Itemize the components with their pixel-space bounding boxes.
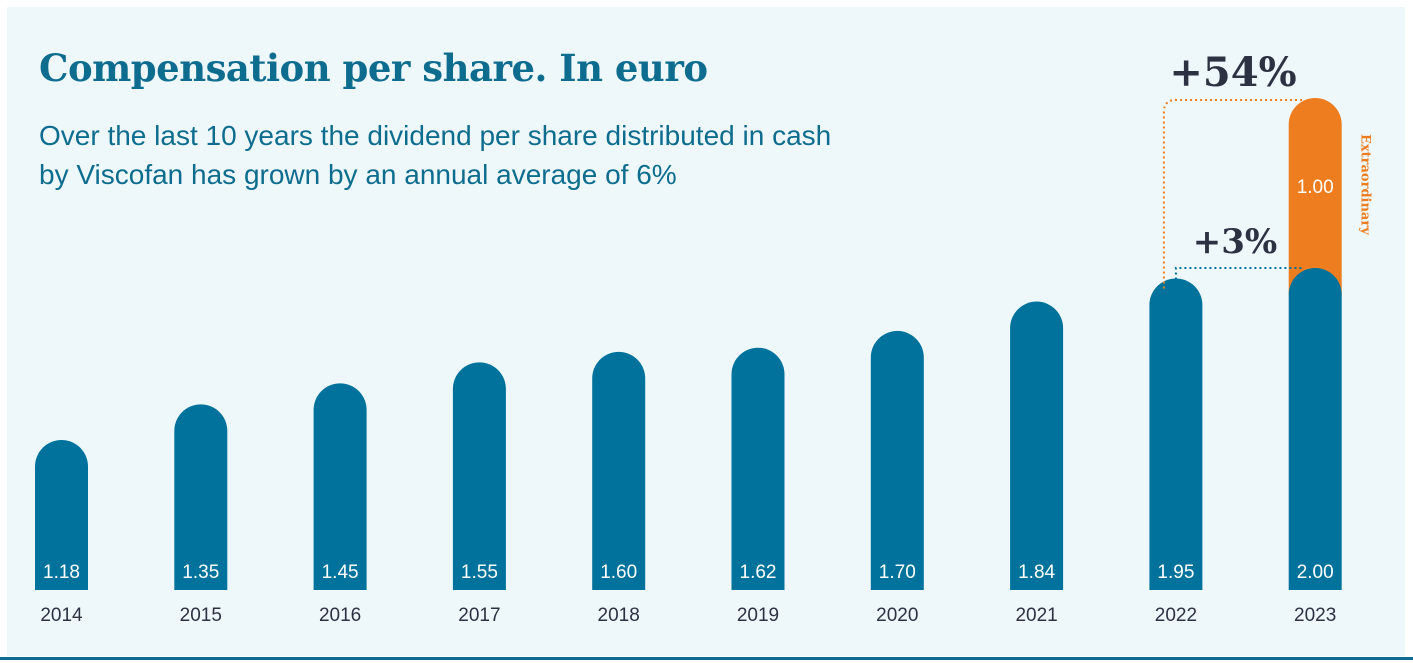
bar-2014 [35, 440, 88, 590]
year-label-2020: 2020 [876, 605, 918, 626]
year-label-2018: 2018 [598, 605, 640, 626]
value-label-2021: 1.84 [1018, 562, 1055, 583]
value-label-2023: 2.00 [1297, 562, 1334, 583]
chart-subtitle: Over the last 10 years the dividend per … [39, 120, 832, 190]
year-label-2017: 2017 [458, 605, 500, 626]
bar-2021 [1010, 301, 1064, 590]
value-label-2017: 1.55 [461, 562, 498, 583]
bar-2022 [1149, 278, 1203, 590]
extraordinary-value-label: 1.00 [1297, 177, 1334, 198]
year-label-2019: 2019 [737, 605, 779, 626]
value-label-2016: 1.45 [322, 562, 359, 583]
value-label-2015: 1.35 [182, 562, 219, 583]
growth-label-plus-54: +54% [1169, 49, 1296, 96]
bar-2016 [313, 383, 367, 590]
bar-extraordinary-2023 [1288, 98, 1342, 295]
value-label-2020: 1.70 [879, 562, 916, 583]
bottom-rule [0, 657, 1413, 660]
bar-2023 [1288, 268, 1342, 590]
year-label-2023: 2023 [1294, 605, 1336, 626]
year-label-2021: 2021 [1015, 605, 1057, 626]
value-label-2019: 1.62 [740, 562, 777, 583]
bar-2015 [174, 404, 228, 590]
connectors-layer [1162, 99, 1303, 289]
bar-2019 [731, 347, 785, 590]
growth-label-plus-3: +3% [1193, 222, 1277, 262]
year-label-2014: 2014 [40, 605, 83, 626]
bars-layer [35, 98, 1342, 590]
connector-plus-3 [1174, 267, 1303, 285]
value-label-2014: 1.18 [43, 562, 80, 583]
value-label-2022: 1.95 [1157, 562, 1194, 583]
labels-layer: 1.18 2014 1.35 2015 1.45 2016 1.55 2017 1.60 2018… [40, 49, 1372, 626]
bar-2020 [870, 330, 924, 590]
chart-title: Compensation per share. In euro [39, 46, 708, 90]
connector-plus-54 [1162, 99, 1303, 289]
year-label-2015: 2015 [180, 605, 222, 626]
value-label-2018: 1.60 [600, 562, 637, 583]
year-label-2016: 2016 [319, 605, 361, 626]
bar-2018 [592, 351, 646, 590]
bar-2017 [452, 362, 506, 590]
extraordinary-series-label: Extraordinary [1358, 134, 1373, 235]
year-label-2022: 2022 [1155, 605, 1197, 626]
